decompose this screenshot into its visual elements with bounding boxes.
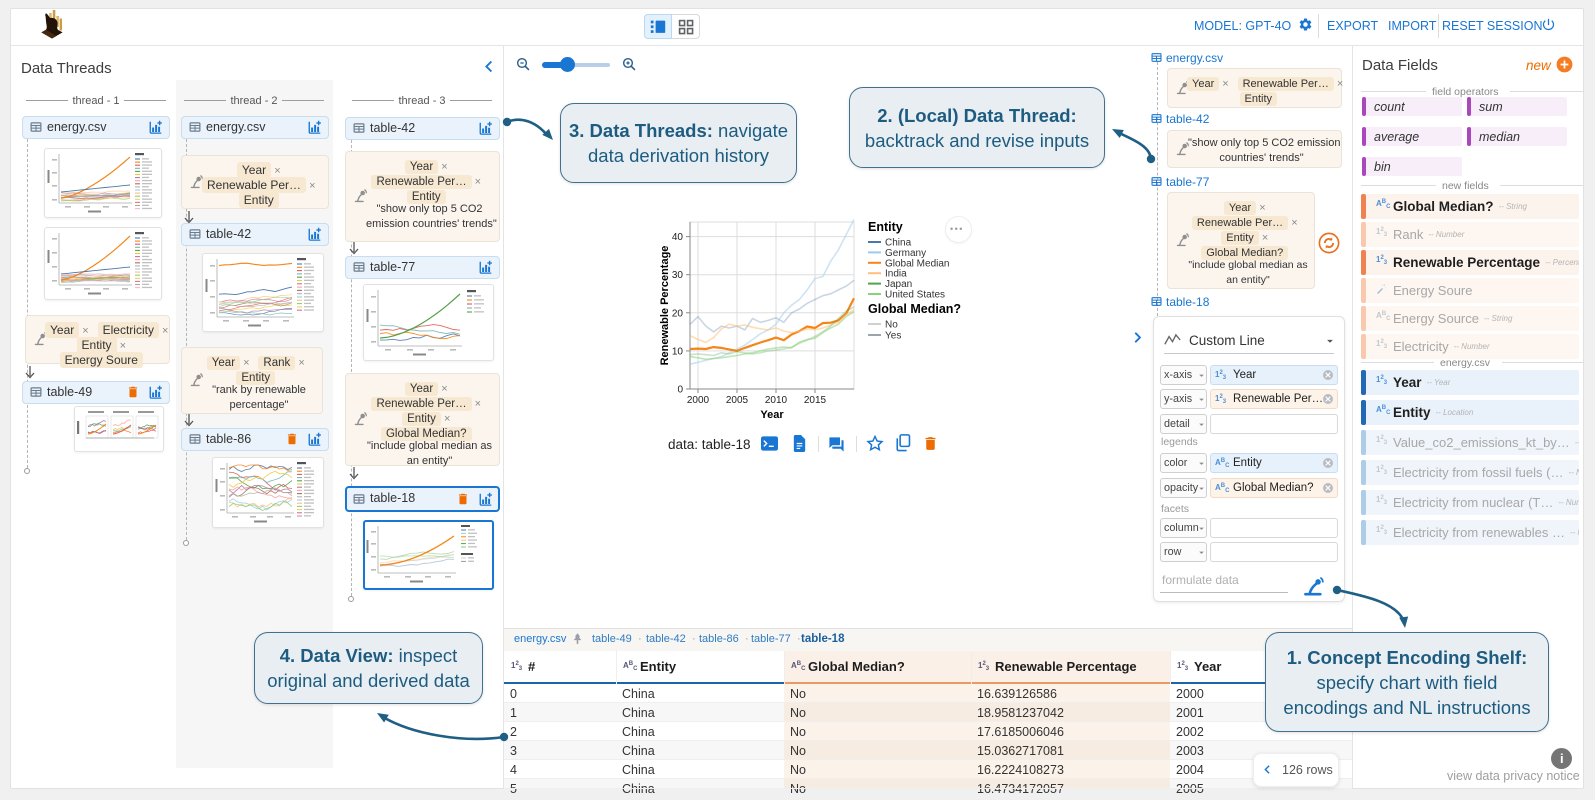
svg-text:30: 30: [672, 270, 684, 281]
svg-text:China: China: [885, 238, 912, 249]
svg-text:Entity: Entity: [868, 220, 903, 234]
svg-text:Global Median: Global Median: [885, 258, 949, 269]
svg-text:Year: Year: [760, 409, 784, 421]
svg-text:40: 40: [672, 232, 684, 243]
svg-text:2015: 2015: [804, 395, 827, 406]
svg-text:No: No: [885, 320, 898, 331]
svg-text:0: 0: [677, 385, 683, 396]
svg-text:Germany: Germany: [885, 248, 926, 259]
svg-text:Yes: Yes: [885, 331, 901, 342]
svg-text:10: 10: [672, 346, 684, 357]
svg-text:United States: United States: [885, 290, 945, 301]
svg-text:2005: 2005: [726, 395, 749, 406]
svg-text:2010: 2010: [765, 395, 788, 406]
svg-text:Renewable Percentage: Renewable Percentage: [659, 246, 671, 366]
svg-text:Global Median?: Global Median?: [868, 302, 961, 316]
svg-text:20: 20: [672, 308, 684, 319]
svg-text:2000: 2000: [687, 395, 710, 406]
svg-text:Japan: Japan: [885, 279, 912, 290]
svg-text:India: India: [885, 269, 907, 280]
